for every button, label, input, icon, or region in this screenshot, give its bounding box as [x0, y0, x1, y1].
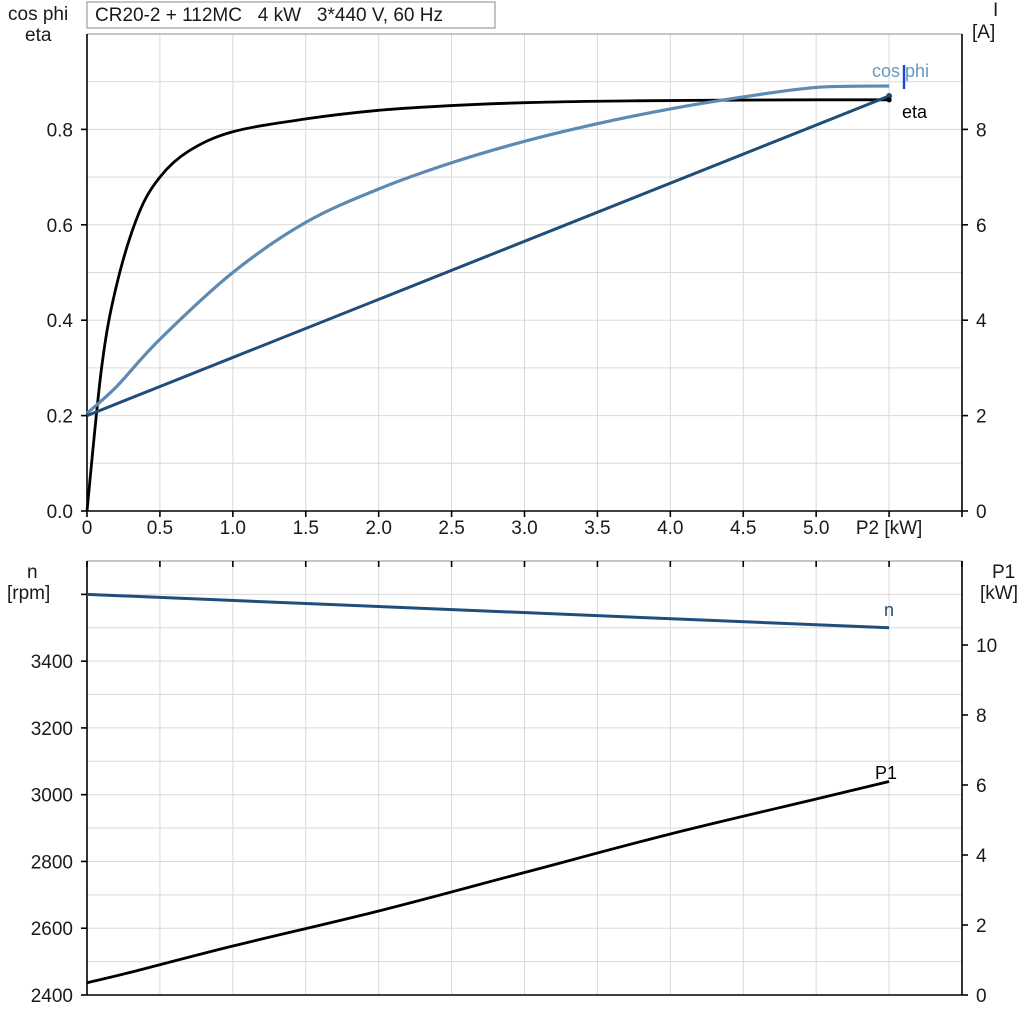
svg-text:n: n — [884, 600, 894, 620]
svg-text:0: 0 — [976, 502, 987, 523]
svg-text:2.5: 2.5 — [438, 518, 464, 539]
svg-text:2: 2 — [976, 916, 987, 937]
svg-text:eta: eta — [902, 102, 928, 122]
svg-text:3000: 3000 — [31, 786, 73, 807]
svg-text:10: 10 — [976, 636, 997, 657]
svg-text:P1: P1 — [992, 562, 1015, 583]
svg-text:P2 [kW]: P2 [kW] — [856, 518, 923, 539]
svg-text:cos phi: cos phi — [872, 61, 929, 81]
svg-text:3.0: 3.0 — [511, 518, 537, 539]
svg-text:n: n — [27, 562, 38, 583]
svg-text:0: 0 — [976, 986, 987, 1007]
svg-text:3400: 3400 — [31, 652, 73, 673]
svg-text:4.5: 4.5 — [730, 518, 756, 539]
svg-text:0.8: 0.8 — [47, 120, 73, 141]
svg-text:6: 6 — [976, 216, 987, 237]
svg-text:3.5: 3.5 — [584, 518, 610, 539]
svg-text:2600: 2600 — [31, 919, 73, 940]
svg-text:1.0: 1.0 — [220, 518, 246, 539]
svg-text:4.0: 4.0 — [657, 518, 683, 539]
svg-text:2800: 2800 — [31, 853, 73, 874]
svg-text:2.0: 2.0 — [365, 518, 391, 539]
svg-text:3200: 3200 — [31, 719, 73, 740]
svg-text:0.2: 0.2 — [47, 407, 73, 428]
svg-text:4: 4 — [976, 846, 987, 867]
svg-text:1.5: 1.5 — [293, 518, 319, 539]
svg-text:[A]: [A] — [972, 22, 995, 43]
svg-text:cos phi: cos phi — [8, 4, 68, 25]
svg-text:8: 8 — [976, 706, 987, 727]
svg-text:I: I — [993, 0, 998, 21]
svg-text:0.4: 0.4 — [47, 311, 74, 332]
svg-text:0: 0 — [82, 518, 93, 539]
svg-text:2400: 2400 — [31, 986, 73, 1007]
svg-text:6: 6 — [976, 776, 987, 797]
svg-text:0.0: 0.0 — [47, 502, 73, 523]
svg-text:[rpm]: [rpm] — [7, 583, 50, 604]
svg-text:0.5: 0.5 — [147, 518, 173, 539]
svg-text:eta: eta — [25, 25, 52, 46]
svg-text:[kW]: [kW] — [980, 583, 1018, 604]
svg-text:0.6: 0.6 — [47, 216, 73, 237]
svg-text:P1: P1 — [875, 763, 897, 783]
svg-text:5.0: 5.0 — [803, 518, 829, 539]
svg-text:2: 2 — [976, 407, 987, 428]
svg-text:8: 8 — [976, 120, 987, 141]
svg-text:4: 4 — [976, 311, 987, 332]
svg-text:CR20-2 + 112MC 4 kW 3*440: CR20-2 + 112MC 4 kW 3*440 V, 60 Hz — [95, 5, 443, 26]
